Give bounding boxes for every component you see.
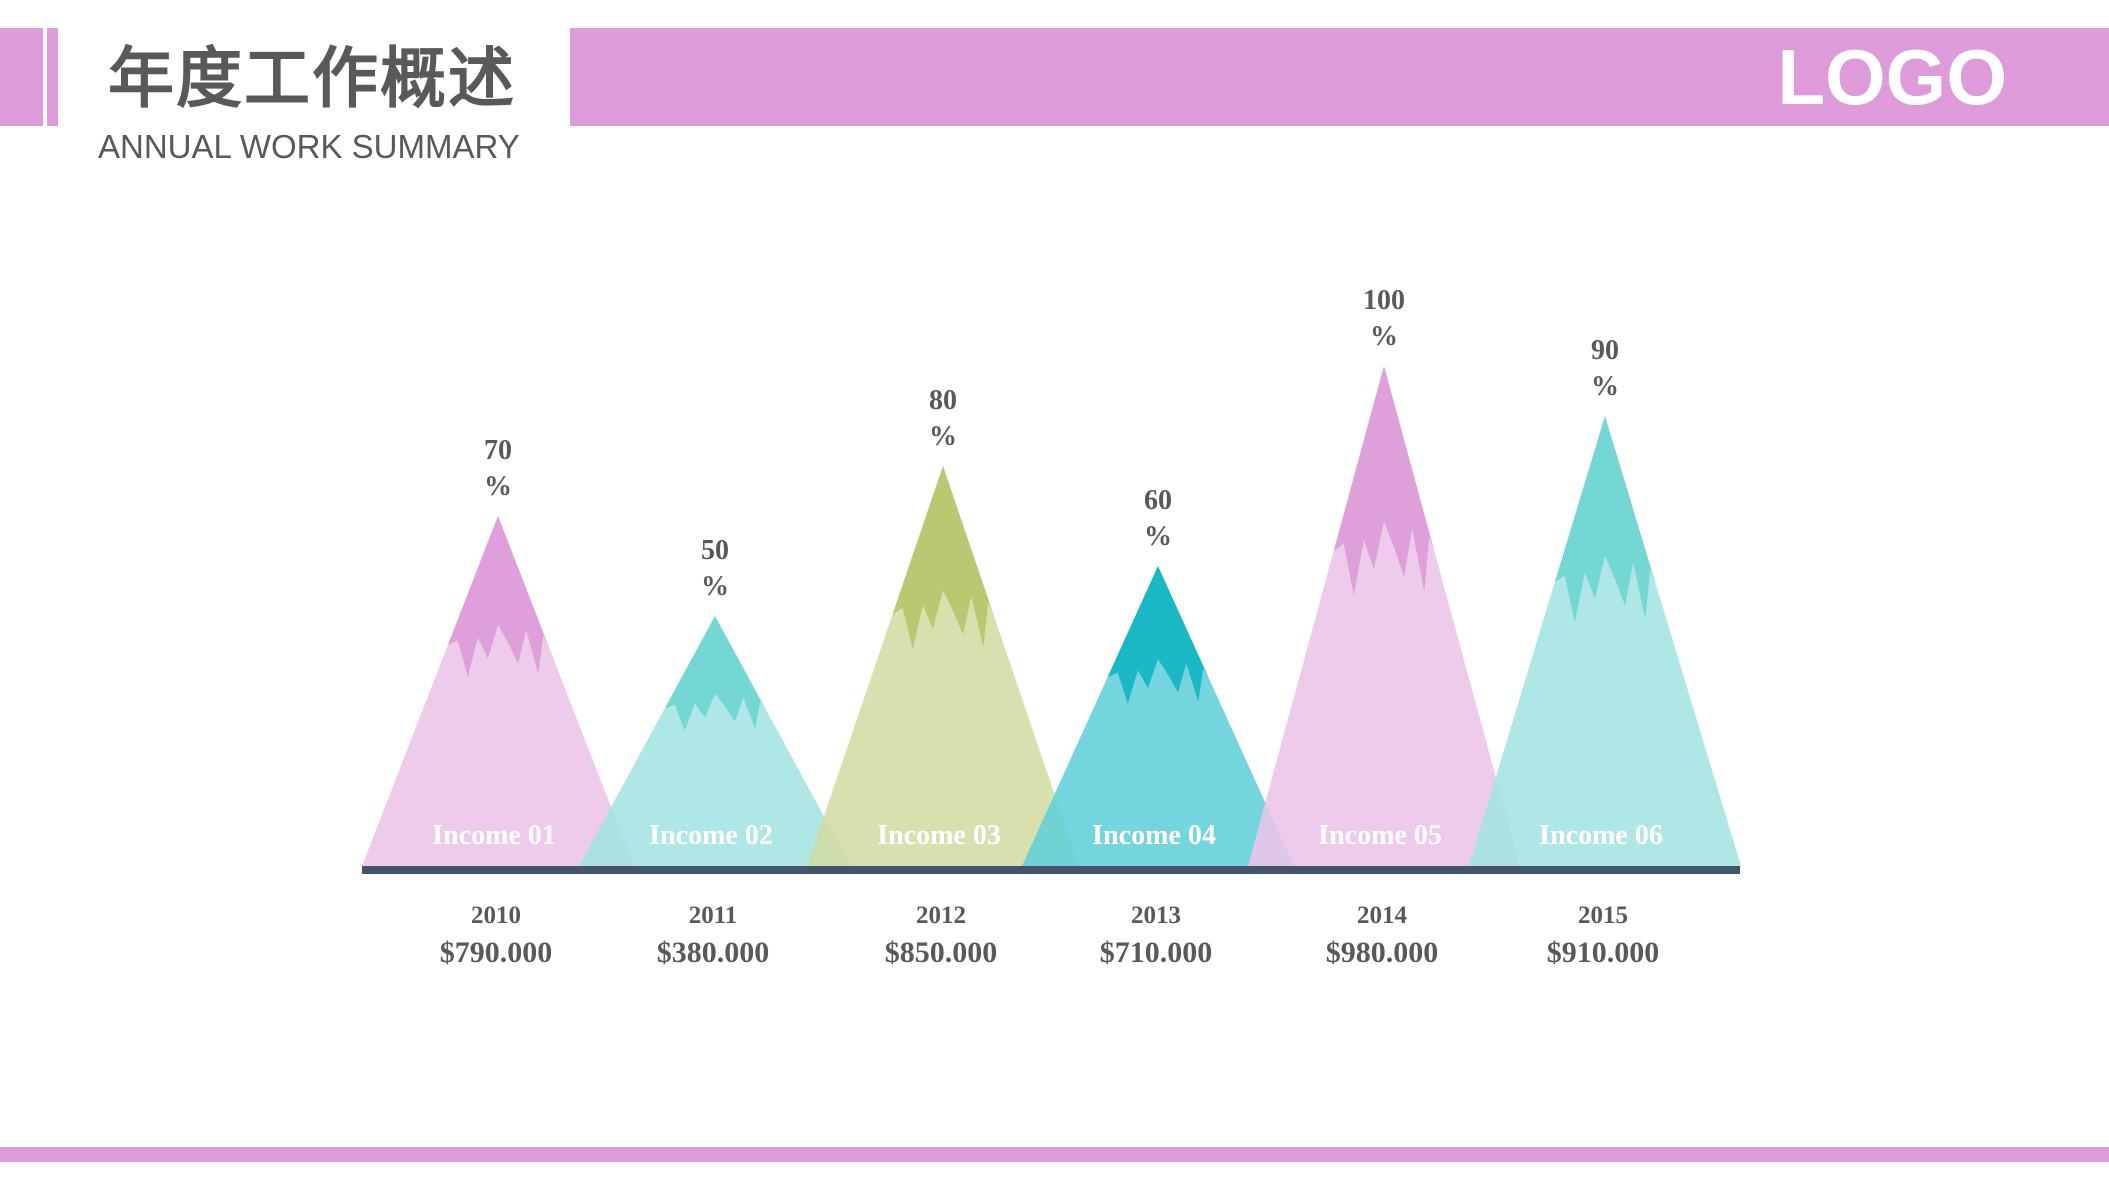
data-label-value: 50 bbox=[701, 535, 729, 566]
bar-peak bbox=[1554, 416, 1656, 623]
bar-peak bbox=[1333, 366, 1435, 596]
bar-mountain bbox=[579, 616, 851, 866]
year-label: 2015 bbox=[1578, 902, 1628, 929]
data-label-unit: % bbox=[1591, 371, 1619, 402]
bar-mountain bbox=[807, 466, 1079, 866]
bar-peak bbox=[892, 466, 994, 650]
data-label-value: 90 bbox=[1591, 335, 1619, 366]
amount-label: $980.000 bbox=[1326, 936, 1439, 969]
amount-label: $910.000 bbox=[1547, 936, 1660, 969]
logo: LOGO bbox=[1777, 33, 2007, 121]
data-label-value: 70 bbox=[484, 435, 512, 466]
x-axis-line bbox=[362, 866, 1740, 874]
bar-peak bbox=[1107, 566, 1209, 704]
category-label: Income 06 bbox=[1539, 820, 1663, 851]
category-label: Income 05 bbox=[1318, 820, 1442, 851]
amount-label: $710.000 bbox=[1100, 936, 1213, 969]
page-subtitle: ANNUAL WORK SUMMARY bbox=[98, 128, 520, 165]
year-label: 2014 bbox=[1357, 902, 1408, 929]
data-label-unit: % bbox=[1144, 521, 1172, 552]
data-label-unit: % bbox=[484, 471, 512, 502]
header-band bbox=[570, 28, 2109, 126]
year-label: 2011 bbox=[689, 902, 738, 929]
category-label: Income 03 bbox=[877, 820, 1001, 851]
amount-label: $850.000 bbox=[885, 936, 998, 969]
category-label: Income 01 bbox=[432, 820, 556, 851]
data-label-value: 60 bbox=[1144, 485, 1172, 516]
bar-mountain bbox=[1022, 566, 1294, 866]
bar-mountain bbox=[1469, 416, 1741, 866]
year-label: 2010 bbox=[471, 902, 521, 929]
data-label-value: 100 bbox=[1363, 285, 1405, 316]
amount-label: $790.000 bbox=[440, 936, 553, 969]
category-label: Income 04 bbox=[1092, 820, 1216, 851]
footer-bar bbox=[0, 1147, 2109, 1162]
data-label-value: 80 bbox=[929, 385, 957, 416]
page-title: 年度工作概述 bbox=[108, 40, 516, 117]
bar-peak bbox=[664, 616, 766, 731]
data-label-unit: % bbox=[1370, 321, 1398, 352]
bar-mountain bbox=[362, 516, 634, 866]
category-label: Income 02 bbox=[649, 820, 773, 851]
header-accent-block bbox=[0, 28, 43, 126]
data-label-unit: % bbox=[929, 421, 957, 452]
data-label-unit: % bbox=[701, 571, 729, 602]
header-accent-bar bbox=[47, 28, 58, 126]
bar-mountain bbox=[1248, 366, 1520, 866]
bar-peak bbox=[447, 516, 549, 677]
year-label: 2012 bbox=[916, 902, 966, 929]
year-label: 2013 bbox=[1131, 902, 1181, 929]
amount-label: $380.000 bbox=[657, 936, 770, 969]
labels-group: 70% Income 01 2010 $790.000 50% Income 02 2011… bbox=[432, 285, 1663, 969]
bars-group bbox=[362, 366, 1741, 866]
